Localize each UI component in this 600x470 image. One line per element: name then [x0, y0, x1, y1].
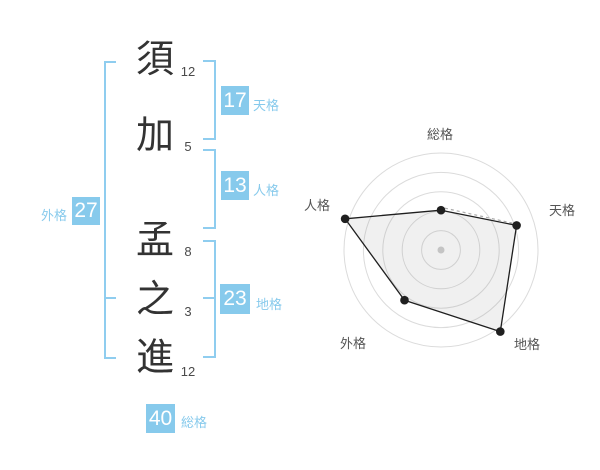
- name-character-3: 孟: [135, 220, 174, 262]
- bracket-tenkaku-tick-top: [203, 60, 215, 62]
- badge-chikaku-label: 地格: [256, 297, 283, 312]
- radar-axis-label-soukaku: 総格: [426, 127, 453, 142]
- radar-grid-ring: [421, 230, 461, 270]
- badge-tenkaku-value: 17: [221, 86, 249, 115]
- bracket-gaikaku-tick-top: [104, 61, 116, 63]
- radar-data-point: [400, 295, 409, 305]
- stroke-count-4: 3: [184, 304, 192, 319]
- bracket-chikaku-tick-top: [203, 240, 215, 242]
- bracket-jinkaku: [214, 149, 216, 229]
- radar-grid-ring: [382, 191, 500, 309]
- badge-chikaku-value: 23: [220, 284, 250, 314]
- bracket-chikaku-tick-mid: [203, 297, 215, 299]
- badge-jinkaku-label: 人格: [253, 183, 280, 198]
- stroke-count-2: 5: [184, 139, 192, 154]
- radar-data-point: [340, 214, 350, 224]
- badge-tenkaku-label: 天格: [253, 98, 280, 113]
- badge-jinkaku-value: 13: [221, 171, 249, 200]
- bracket-chikaku-tick-bottom: [203, 356, 215, 358]
- badge-soukaku-value: 40: [146, 404, 175, 433]
- bracket-gaikaku-tick-mid: [104, 297, 116, 299]
- badge-soukaku-label: 総格: [181, 415, 208, 430]
- badge-gaikaku-label: 外格: [41, 208, 68, 223]
- radar-axis-label-jinkaku: 人格: [303, 198, 330, 213]
- bracket-tenkaku-tick-bottom: [203, 138, 215, 140]
- name-character-5: 進: [135, 337, 174, 379]
- bracket-jinkaku-tick-top: [203, 149, 215, 151]
- bracket-gaikaku: [104, 61, 106, 359]
- bracket-jinkaku-tick-bottom: [203, 227, 215, 229]
- radar-data-point: [496, 327, 505, 336]
- bracket-gaikaku-tick-bottom: [104, 357, 116, 359]
- radar-polygon: [344, 209, 518, 333]
- radar-axis-label-tenkaku: 天格: [548, 203, 575, 218]
- name-character-2: 加: [135, 115, 174, 157]
- badge-gaikaku-value: 27: [72, 197, 100, 225]
- radar-grid-ring: [343, 152, 539, 348]
- radar-center-dot: [437, 246, 445, 254]
- bracket-chikaku: [214, 240, 216, 358]
- radar-data-point: [512, 221, 521, 230]
- radar-grid-ring: [362, 171, 520, 329]
- bracket-tenkaku: [214, 60, 216, 140]
- radar-data-point: [436, 205, 446, 215]
- name-character-4: 之: [135, 279, 174, 321]
- name-character-1: 須: [135, 39, 174, 81]
- stroke-count-5: 12: [180, 364, 196, 379]
- radar-axis-label-chikaku: 地格: [513, 337, 540, 352]
- stroke-count-3: 8: [184, 244, 192, 259]
- stroke-count-1: 12: [180, 64, 196, 79]
- radar-axis-label-gaikaku: 外格: [339, 336, 366, 351]
